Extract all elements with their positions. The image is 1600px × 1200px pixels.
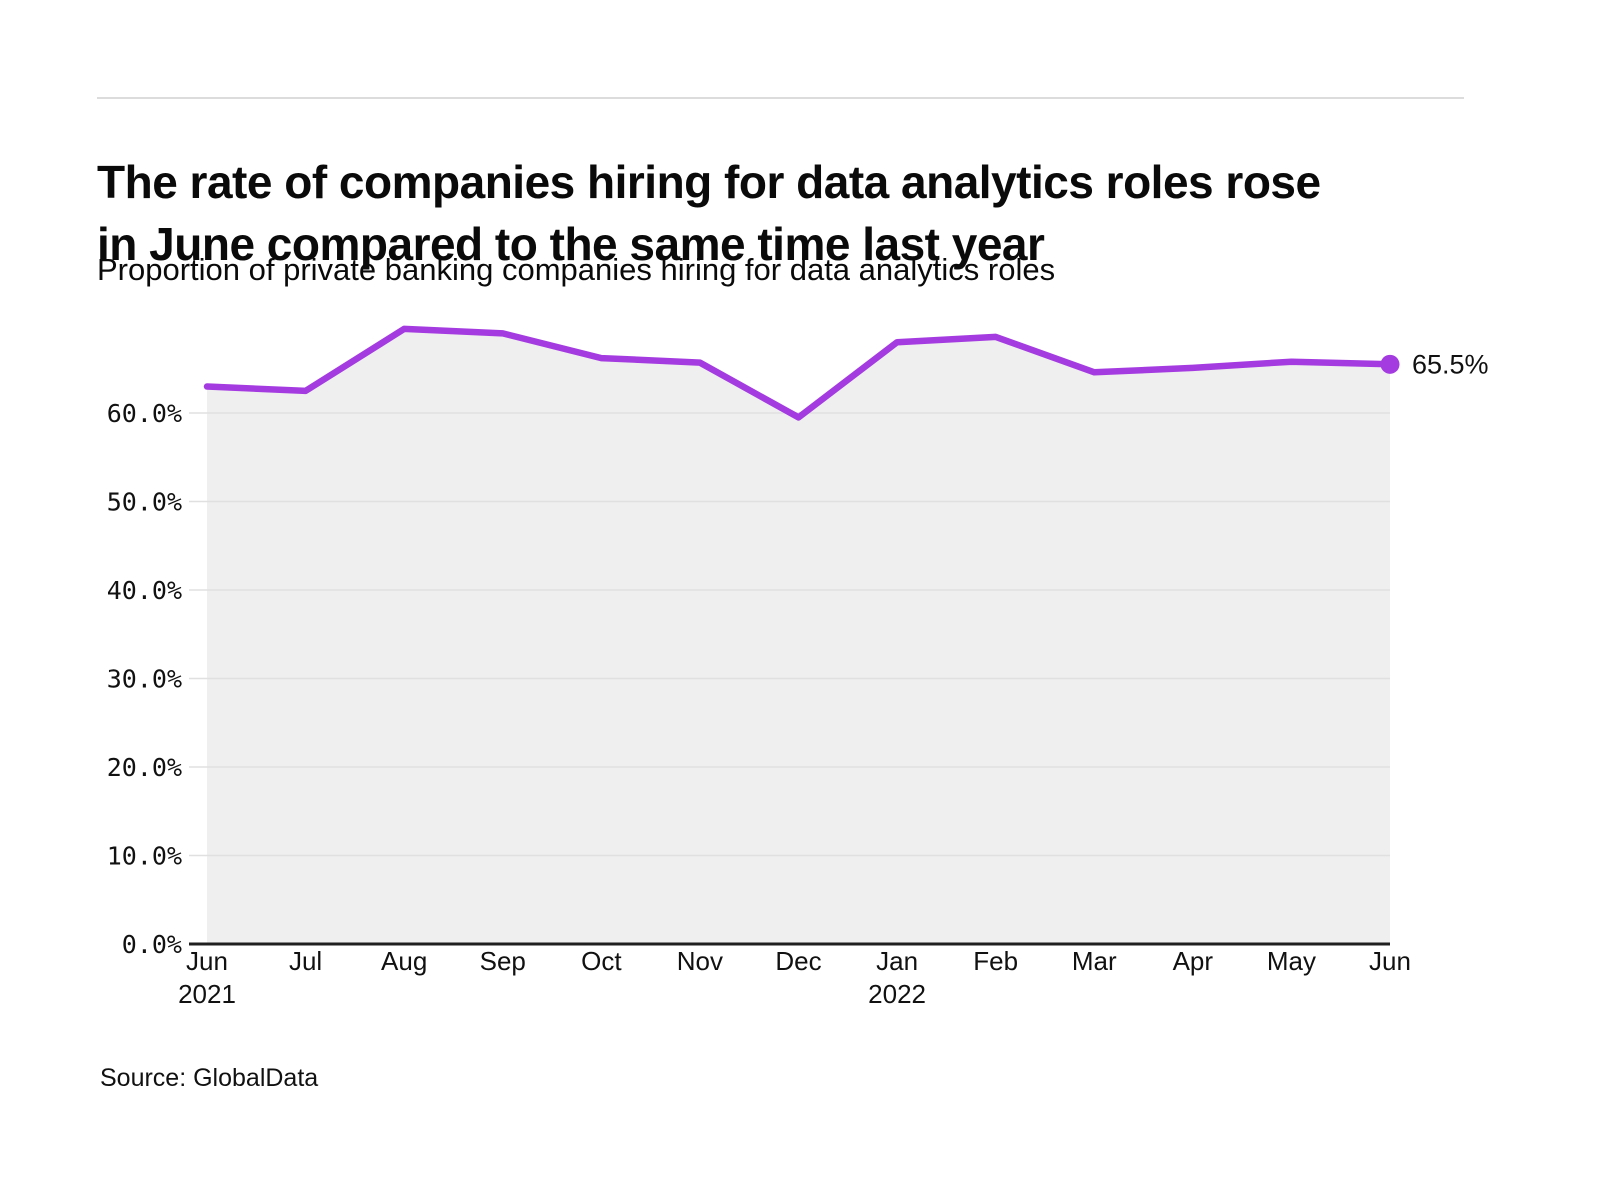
x-tick-label-7: Jan bbox=[876, 946, 918, 976]
x-tick-label-10: Apr bbox=[1173, 946, 1214, 976]
source-note: Source: GlobalData bbox=[100, 1064, 319, 1092]
x-tick-label-8: Feb bbox=[973, 946, 1018, 976]
x-tick-label-12: Jun bbox=[1369, 946, 1411, 976]
y-tick-label-10: 10.0% bbox=[107, 842, 182, 871]
x-tick-label-5: Nov bbox=[677, 946, 723, 976]
area-fill bbox=[207, 328, 1390, 944]
x-tick-label-11: May bbox=[1267, 946, 1316, 976]
end-point-marker bbox=[1380, 354, 1400, 374]
x-tick-year-label-2022: 2022 bbox=[868, 979, 926, 1009]
x-tick-label-9: Mar bbox=[1072, 946, 1117, 976]
x-tick-label-1: Jul bbox=[289, 946, 322, 976]
top-rule bbox=[97, 97, 1464, 99]
x-tick-year-label-2021: 2021 bbox=[178, 979, 236, 1009]
y-tick-label-60: 60.0% bbox=[107, 399, 182, 428]
y-tick-label-50: 50.0% bbox=[107, 488, 182, 517]
chart-title: The rate of companies hiring for data an… bbox=[97, 151, 1497, 275]
y-tick-label-20: 20.0% bbox=[107, 753, 182, 782]
y-tick-label-30: 30.0% bbox=[107, 665, 182, 694]
data-line bbox=[203, 325, 1394, 421]
end-value-label: 65.5% bbox=[1412, 349, 1489, 379]
line-chart-svg: 0.0% 10.0% 20.0% 30.0% 40.0% 50.0% 60.0% Jun Jul… bbox=[107, 325, 1489, 1009]
x-tick-label-0: Jun bbox=[186, 946, 228, 976]
x-tick-label-3: Sep bbox=[480, 946, 526, 976]
x-tick-label-4: Oct bbox=[581, 946, 622, 976]
x-tick-label-6: Dec bbox=[775, 946, 821, 976]
chart-title-line-2: in June compared to the same time last y… bbox=[97, 217, 1045, 270]
y-tick-label-0: 0.0% bbox=[122, 930, 182, 959]
x-tick-label-2: Aug bbox=[381, 946, 427, 976]
chart-title-line-1: The rate of companies hiring for data an… bbox=[97, 155, 1321, 208]
y-tick-label-40: 40.0% bbox=[107, 576, 182, 605]
chart-subtitle: Proportion of private banking companies … bbox=[97, 252, 1056, 287]
